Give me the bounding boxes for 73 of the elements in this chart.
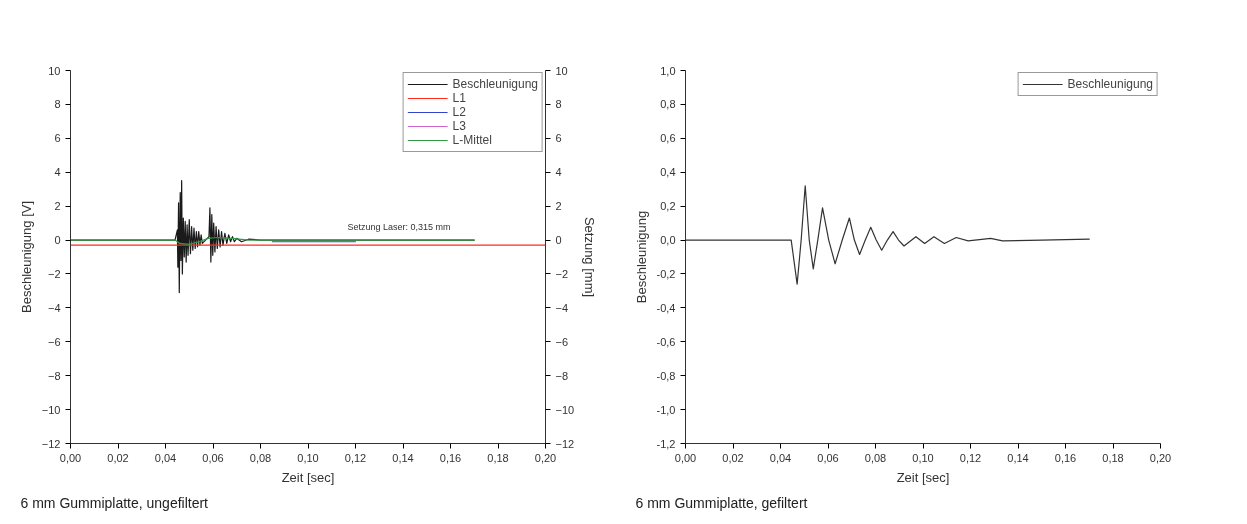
y-tick-label: 2 [54,200,61,213]
legend-label: Beschleunigung [1067,77,1153,91]
y2-tick-label: −10 [555,403,575,416]
x-tick-label: 0,16 [439,451,462,464]
y-tick-label: −2 [47,267,61,280]
y-tick-label: -0,4 [656,301,676,314]
y-tick-label: -1,0 [656,403,676,416]
annotation: Setzung Laser: 0,315 mm [347,221,451,232]
x-tick-label: 0,14 [1007,451,1029,464]
x-tick-label: 0,06 [817,451,839,464]
y2-tick-label: 6 [555,132,562,145]
x-tick-label: 0,20 [534,451,557,464]
y-tick-label: 1,0 [660,64,676,77]
x-tick-label: 0,12 [344,451,367,464]
x-tick-label: 0,08 [864,451,887,464]
x-tick-label: 0,10 [297,451,319,464]
x-tick-label: 0,02 [722,451,744,464]
y-axis-title: Beschleunigung [V] [18,200,34,314]
y-axis-title: Beschleunigung [633,210,649,304]
y2-tick-label: 4 [555,166,562,179]
y-tick-label: 0,2 [660,200,676,213]
y-tick-label: −10 [41,403,61,416]
x-tick-label: 0,00 [59,451,82,464]
legend-label: L2 [452,105,467,119]
x-tick-label: 0,06 [202,451,224,464]
y-tick-label: -0,8 [656,369,676,382]
y2-tick-label: −2 [555,267,569,280]
y-tick-label: 0,4 [660,166,676,179]
y2-tick-label: −4 [555,301,569,314]
legend-label: Beschleunigung [452,77,538,91]
x-tick-label: 0,12 [959,451,982,464]
text: 6 mm Gummiplatte, ungefiltert [20,494,209,511]
x-tick-label: 0,04 [769,451,792,464]
y-tick-label: −8 [47,369,61,382]
x-tick-label: 0,10 [912,451,934,464]
x-tick-label: 0,18 [487,451,509,464]
x-tick-label: 0,16 [1054,451,1077,464]
y-tick-label: 0,6 [660,132,676,145]
x-tick-label: 0,18 [1102,451,1124,464]
legend-label: L3 [452,119,467,133]
y2-tick-label: 10 [555,64,568,77]
y-tick-label: −6 [47,335,61,348]
y2-tick-label: 2 [555,200,562,213]
y-tick-label: −4 [47,301,61,314]
y2-tick-label: 0 [555,234,562,247]
line-series [70,236,475,245]
y-tick-label: 0,8 [660,98,676,111]
legend-label: L1 [452,91,467,105]
y-tick-label: 4 [54,166,61,179]
x-tick-label: 0,08 [249,451,272,464]
y-tick-label: 0 [54,234,61,247]
x-tick-label: 0,14 [392,451,414,464]
y-tick-label: 10 [48,64,61,77]
y-tick-label: 8 [54,98,61,111]
y-tick-label: −12 [41,437,61,450]
y-tick-label: -0,2 [656,267,676,280]
text: 6 mm Gummiplatte, gefiltert [635,494,808,511]
x-axis-title: Zeit [sec] [896,469,950,485]
x-tick-label: 0,04 [154,451,177,464]
x-tick-label: 0,20 [1149,451,1172,464]
y2-tick-label: −8 [555,369,569,382]
y-tick-label: 0,0 [660,234,676,247]
y2-tick-label: 8 [555,98,562,111]
y-tick-label: 6 [54,132,61,145]
y-tick-label: -1,2 [656,437,676,450]
y-tick-label: -0,6 [656,335,676,348]
y2-tick-label: −12 [555,437,575,450]
y2-tick-label: −6 [555,335,569,348]
x-tick-label: 0,00 [674,451,697,464]
x-axis-title: Zeit [sec] [281,469,335,485]
legend-label: L-Mittel [452,133,492,147]
y2-axis-title: Setzung [mm] [582,216,598,298]
x-tick-label: 0,02 [107,451,129,464]
